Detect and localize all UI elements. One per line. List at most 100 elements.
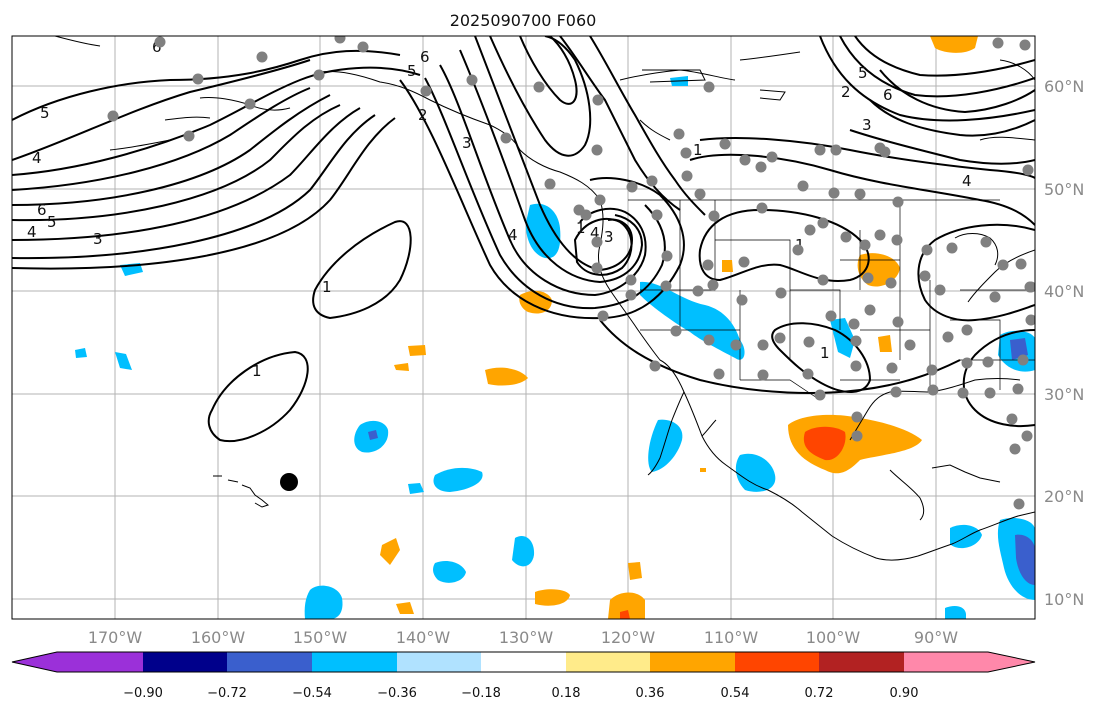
contour-label: 6 bbox=[152, 38, 162, 56]
station-dot bbox=[466, 74, 478, 86]
colorbar-ticks: −0.90 −0.72 −0.54 −0.36 −0.18 0.18 0.36 … bbox=[123, 686, 918, 701]
colorbar-extend-high bbox=[988, 652, 1035, 672]
pos-fill bbox=[408, 345, 426, 356]
station-dot bbox=[154, 36, 166, 48]
neg-fill bbox=[735, 453, 776, 492]
station-dot bbox=[885, 277, 897, 289]
station-dot bbox=[625, 289, 637, 301]
station-dot bbox=[957, 387, 969, 399]
lat-label: 60°N bbox=[1044, 77, 1084, 96]
station-dot bbox=[625, 274, 637, 286]
neg-fill bbox=[433, 561, 466, 583]
station-dot bbox=[984, 387, 996, 399]
station-dot bbox=[864, 304, 876, 316]
colorbar: −0.90 −0.72 −0.54 −0.36 −0.18 0.18 0.36 … bbox=[11, 651, 1036, 701]
station-dot bbox=[703, 334, 715, 346]
station-dot bbox=[891, 234, 903, 246]
lon-label: 170°W bbox=[88, 628, 143, 647]
station-dot bbox=[713, 368, 725, 380]
contour-label: 6 bbox=[37, 201, 47, 219]
neg-strong-fill bbox=[1015, 534, 1035, 585]
contour-label: 6 bbox=[883, 86, 893, 104]
colorbar-outline bbox=[11, 651, 1036, 673]
station-dot bbox=[681, 170, 693, 182]
station-dot bbox=[673, 128, 685, 140]
contour-label: 5 bbox=[40, 104, 50, 122]
station-dot bbox=[736, 294, 748, 306]
station-dot bbox=[1012, 383, 1024, 395]
station-dot bbox=[757, 369, 769, 381]
neg-fill bbox=[304, 585, 343, 619]
lon-label: 110°W bbox=[704, 628, 759, 647]
lon-label: 130°W bbox=[499, 628, 554, 647]
colorbar-tick: 0.72 bbox=[805, 686, 834, 701]
contour-label: 4 bbox=[508, 226, 518, 244]
station-dot bbox=[1025, 281, 1035, 293]
map-area: 5 4 6 5 4 3 1 1 2 3 4 5 6 1 1 2 3 4 6 5 … bbox=[12, 36, 1035, 619]
contour-label: 1 bbox=[322, 278, 332, 296]
pos-fill bbox=[628, 562, 642, 580]
station-dot bbox=[1019, 39, 1031, 51]
pos-fill bbox=[535, 589, 570, 606]
anomaly-fills bbox=[75, 36, 1035, 619]
station-dot bbox=[1015, 258, 1027, 270]
neg-fill bbox=[640, 281, 745, 360]
station-dot bbox=[739, 154, 751, 166]
colorbar-segment bbox=[143, 652, 227, 672]
station-dot bbox=[592, 94, 604, 106]
contour-label: 5 bbox=[858, 64, 868, 82]
station-dot bbox=[859, 239, 871, 251]
contour-label: 1 bbox=[820, 344, 830, 362]
neg-strong-fill bbox=[1010, 338, 1028, 360]
pos-fill bbox=[608, 592, 645, 619]
lat-label: 50°N bbox=[1044, 180, 1084, 199]
colorbar-segment bbox=[650, 652, 735, 672]
colorbar-tick: −0.72 bbox=[207, 686, 247, 701]
colorbar-segment bbox=[566, 652, 650, 672]
neg-fill bbox=[433, 467, 483, 492]
contour-label: 3 bbox=[604, 228, 614, 246]
lat-label: 10°N bbox=[1044, 590, 1084, 609]
station-dot bbox=[892, 316, 904, 328]
contour-label: 4 bbox=[32, 149, 42, 167]
station-dot bbox=[848, 318, 860, 330]
station-dot bbox=[702, 259, 714, 271]
station-dot bbox=[651, 209, 663, 221]
pos-fill bbox=[485, 367, 528, 386]
station-dot bbox=[649, 360, 661, 372]
station-dot bbox=[854, 188, 866, 200]
colorbar-tick: −0.90 bbox=[123, 686, 163, 701]
station-dot bbox=[980, 236, 992, 248]
contour-lines bbox=[12, 36, 1035, 442]
station-dot bbox=[334, 36, 346, 44]
pos-fill bbox=[930, 36, 978, 53]
station-dot bbox=[992, 37, 1004, 49]
station-dot bbox=[313, 69, 325, 81]
colorbar-segment bbox=[227, 652, 312, 672]
station-dot bbox=[661, 250, 673, 262]
station-dot bbox=[680, 147, 692, 159]
contour-label: 3 bbox=[862, 116, 872, 134]
station-dot bbox=[817, 217, 829, 229]
colorbar-segment bbox=[819, 652, 904, 672]
contour-label: 1 bbox=[252, 362, 262, 380]
lon-label: 90°W bbox=[914, 628, 958, 647]
hawaii-marker bbox=[280, 473, 298, 491]
station-dot bbox=[703, 81, 715, 93]
station-dot bbox=[989, 291, 1001, 303]
colorbar-segment bbox=[904, 652, 988, 672]
station-dot bbox=[775, 287, 787, 299]
colorbar-tick: 0.36 bbox=[636, 686, 665, 701]
station-dot bbox=[946, 242, 958, 254]
station-dot bbox=[774, 332, 786, 344]
colorbar-segment bbox=[312, 652, 397, 672]
map-frame bbox=[11, 35, 1036, 620]
pos-fill bbox=[722, 260, 733, 272]
station-dot bbox=[192, 73, 204, 85]
contour-label: 4 bbox=[962, 172, 972, 190]
station-dot bbox=[814, 389, 826, 401]
station-dot bbox=[1017, 354, 1029, 366]
lat-label: 30°N bbox=[1044, 385, 1084, 404]
station-dot bbox=[591, 262, 603, 274]
station-dot bbox=[594, 194, 606, 206]
